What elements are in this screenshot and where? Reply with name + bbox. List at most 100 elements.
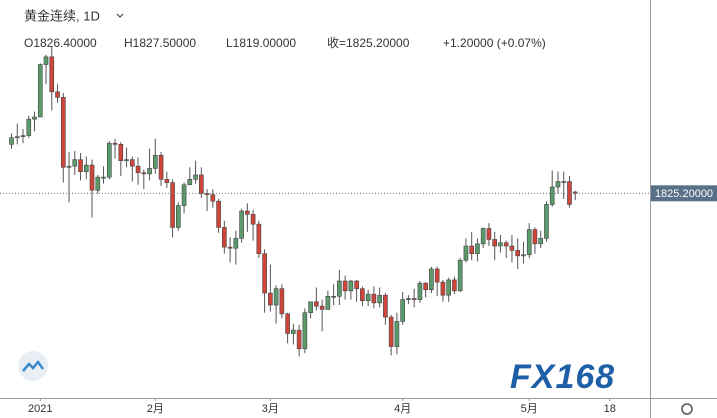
x-tick-label: 5月	[521, 403, 538, 415]
candle-body	[503, 242, 509, 247]
candle-body	[112, 142, 118, 145]
candle-body	[400, 299, 405, 322]
candle-body	[245, 210, 250, 215]
price-label-box	[651, 185, 717, 202]
candle-body	[325, 296, 331, 310]
candle-body	[383, 294, 388, 318]
dropdown-icon[interactable]	[116, 13, 124, 18]
candle-body	[480, 228, 486, 245]
candle-body	[37, 64, 43, 118]
candle-body	[411, 298, 417, 300]
candle-body	[89, 164, 95, 191]
candle-body	[193, 174, 198, 180]
candle-body	[14, 136, 20, 139]
candle-body	[268, 292, 273, 306]
candle-body	[199, 174, 204, 194]
candle-body	[331, 296, 336, 298]
candle-body	[526, 229, 532, 256]
candle-body	[572, 191, 578, 194]
candle-body	[492, 239, 498, 247]
ohlc-open: O1826.40000	[24, 36, 97, 50]
candle-body	[72, 159, 78, 167]
candle-body	[256, 223, 262, 254]
candle-body	[498, 242, 503, 247]
chart-title: 黄金连续, 1D	[24, 8, 100, 23]
candle-body	[233, 238, 239, 249]
candle-body	[55, 91, 60, 98]
candle-body	[227, 246, 233, 249]
candle-body	[49, 56, 55, 93]
candle-body	[475, 243, 480, 254]
x-tick-label: 4月	[394, 403, 411, 415]
candle-body	[216, 200, 221, 228]
candle-body	[239, 210, 244, 239]
candle-body	[308, 301, 313, 314]
candle-body	[452, 279, 457, 292]
candle-body	[273, 288, 279, 306]
candle-body	[354, 280, 359, 289]
candle-body	[250, 214, 256, 225]
candle-body	[417, 282, 423, 300]
candle-body	[319, 305, 325, 310]
candle-body	[365, 293, 371, 301]
candle-body	[66, 165, 72, 168]
candle-body	[388, 316, 394, 347]
ohlc-change: +1.20000 (+0.07%)	[443, 36, 546, 50]
candle-body	[135, 165, 141, 174]
tv-logo	[18, 351, 48, 381]
candle-body	[262, 253, 267, 294]
candle-body	[342, 280, 348, 292]
ohlc-low: L1819.00000	[226, 36, 296, 50]
candle-body	[457, 259, 463, 292]
candle-body	[434, 268, 440, 283]
settings-icon[interactable]	[681, 403, 693, 415]
ohlc-close: 收=1825.20000	[327, 36, 410, 50]
candle-body	[20, 135, 26, 137]
candle-body	[222, 227, 227, 248]
candle-body	[337, 280, 342, 297]
candle-body	[521, 254, 526, 257]
candle-body	[538, 238, 544, 245]
candle-body	[348, 280, 354, 292]
candle-body	[486, 228, 492, 240]
candle-body	[170, 182, 175, 228]
candle-body	[60, 97, 66, 168]
x-tick-label: 3月	[262, 403, 279, 415]
candle-body	[106, 142, 112, 178]
candle-body	[83, 164, 89, 172]
candle-body	[158, 154, 164, 180]
candle-body	[187, 179, 193, 186]
candle-body	[101, 176, 106, 179]
candle-body	[78, 159, 83, 172]
candle-body	[181, 184, 187, 206]
candle-body	[118, 144, 124, 162]
candle-body	[423, 282, 428, 291]
candle-body	[544, 204, 549, 239]
candle-body	[291, 329, 296, 334]
candle-body	[509, 245, 515, 251]
candle-body	[469, 245, 474, 254]
price-label: 1825.20000	[655, 188, 713, 200]
x-tick-label: 18	[604, 403, 616, 415]
watermark: FX168	[510, 358, 615, 396]
candle-body	[440, 281, 446, 296]
candle-body	[371, 293, 377, 304]
candle-body	[406, 298, 411, 300]
candle-body	[555, 181, 561, 188]
candle-body	[377, 294, 382, 304]
candle-body	[129, 159, 135, 167]
candle-body	[394, 321, 400, 347]
candle-body	[429, 268, 434, 291]
candle-body	[532, 229, 538, 245]
x-tick-label: 2021	[28, 403, 52, 415]
candle-body	[9, 137, 14, 145]
candle-body	[296, 329, 302, 350]
candle-body	[285, 313, 290, 334]
candle-body	[360, 288, 365, 301]
candle-body	[32, 116, 37, 120]
candle-body	[446, 279, 451, 296]
candle-body	[463, 245, 469, 261]
candle-body	[141, 172, 147, 175]
